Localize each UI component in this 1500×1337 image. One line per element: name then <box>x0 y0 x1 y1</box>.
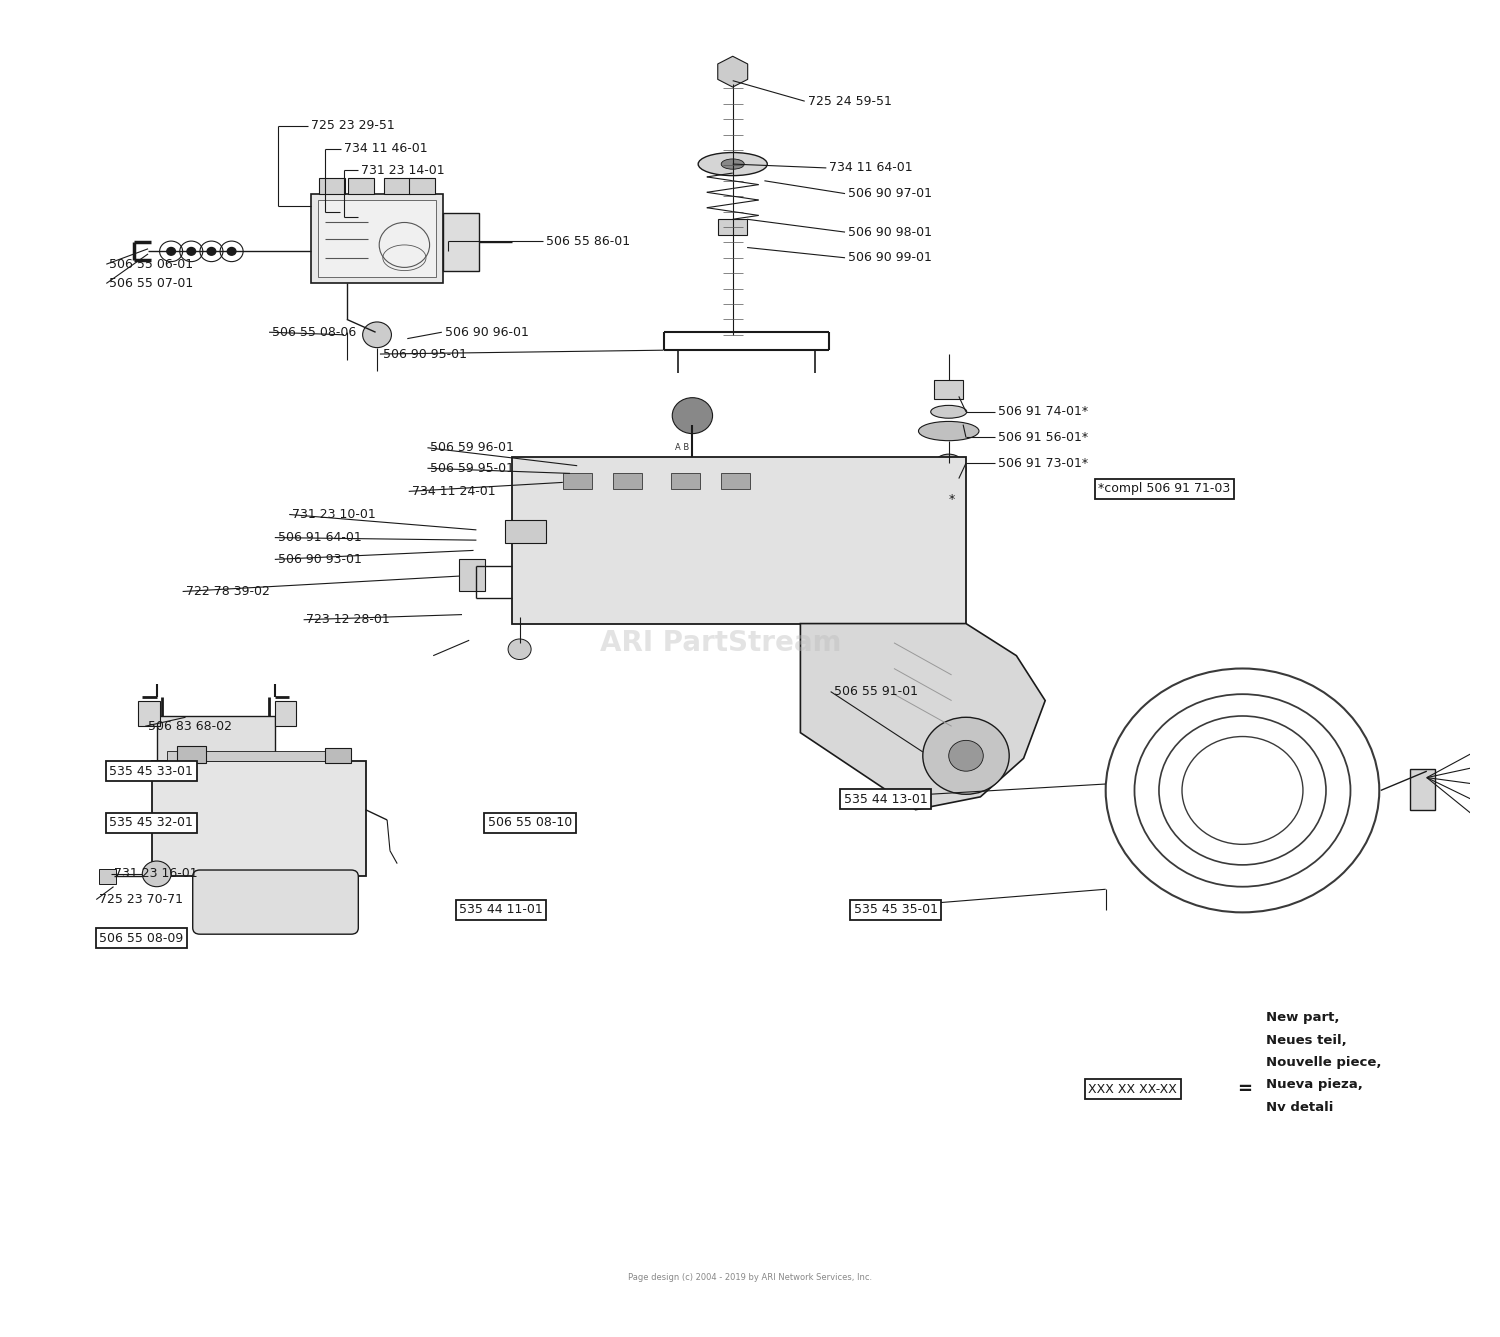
Text: A B: A B <box>675 444 690 452</box>
Bar <box>1410 769 1436 810</box>
Text: 734 11 46-01: 734 11 46-01 <box>344 142 427 155</box>
Text: 725 23 29-51: 725 23 29-51 <box>310 119 394 132</box>
Bar <box>718 219 747 235</box>
Circle shape <box>932 455 966 485</box>
FancyBboxPatch shape <box>192 870 358 935</box>
Ellipse shape <box>698 152 768 175</box>
Text: Nouvelle piece,: Nouvelle piece, <box>1266 1056 1382 1070</box>
Text: 506 90 96-01: 506 90 96-01 <box>444 326 528 338</box>
Text: 506 55 08-09: 506 55 08-09 <box>99 932 183 944</box>
Text: 731 23 10-01: 731 23 10-01 <box>292 508 376 521</box>
Bar <box>318 201 436 277</box>
Text: 723 12 28-01: 723 12 28-01 <box>306 614 390 626</box>
Bar <box>444 213 480 270</box>
Text: 506 91 74-01*: 506 91 74-01* <box>998 405 1088 418</box>
Text: Nv detali: Nv detali <box>1266 1100 1334 1114</box>
Bar <box>166 750 351 761</box>
Bar <box>153 761 366 877</box>
Text: 506 91 73-01*: 506 91 73-01* <box>998 457 1088 469</box>
Circle shape <box>363 322 392 348</box>
Text: New part,: New part, <box>1266 1011 1340 1024</box>
Text: =: = <box>1236 1080 1251 1099</box>
Text: 506 90 93-01: 506 90 93-01 <box>278 554 362 566</box>
Text: 506 90 97-01: 506 90 97-01 <box>847 187 932 201</box>
Text: Page design (c) 2004 - 2019 by ARI Network Services, Inc.: Page design (c) 2004 - 2019 by ARI Netwo… <box>628 1273 872 1282</box>
Text: XXX XX XX-XX: XXX XX XX-XX <box>1089 1083 1178 1096</box>
Bar <box>310 194 444 283</box>
Circle shape <box>166 247 176 255</box>
Text: 506 83 68-02: 506 83 68-02 <box>148 719 232 733</box>
Text: 535 44 11-01: 535 44 11-01 <box>459 904 543 916</box>
Text: 725 23 70-71: 725 23 70-71 <box>99 893 183 906</box>
Text: 506 90 99-01: 506 90 99-01 <box>847 251 932 265</box>
Text: Nueva pieza,: Nueva pieza, <box>1266 1078 1362 1091</box>
Bar <box>274 701 297 726</box>
Text: 535 45 32-01: 535 45 32-01 <box>110 816 194 829</box>
Text: 535 45 33-01: 535 45 33-01 <box>110 765 194 778</box>
Text: ARI PartStream: ARI PartStream <box>600 628 842 656</box>
Text: 506 91 64-01: 506 91 64-01 <box>278 531 362 544</box>
Bar <box>722 473 750 489</box>
Text: 506 55 86-01: 506 55 86-01 <box>546 234 630 247</box>
Circle shape <box>672 397 712 433</box>
Text: 731 23 14-01: 731 23 14-01 <box>362 164 446 176</box>
Bar <box>614 473 642 489</box>
Bar <box>320 178 345 194</box>
Bar <box>156 717 274 761</box>
Text: 734 11 64-01: 734 11 64-01 <box>830 162 914 174</box>
Text: Neues teil,: Neues teil, <box>1266 1035 1347 1047</box>
Text: 725 24 59-51: 725 24 59-51 <box>807 95 891 108</box>
Circle shape <box>948 741 984 771</box>
Text: 535 45 35-01: 535 45 35-01 <box>853 904 938 916</box>
Ellipse shape <box>722 159 744 170</box>
Text: 506 55 08-10: 506 55 08-10 <box>488 816 572 829</box>
Text: 506 90 95-01: 506 90 95-01 <box>382 348 466 361</box>
Text: 506 55 91-01: 506 55 91-01 <box>834 685 918 698</box>
Bar <box>99 869 117 884</box>
Circle shape <box>207 247 216 255</box>
Bar <box>562 473 591 489</box>
Text: 506 90 98-01: 506 90 98-01 <box>847 226 932 238</box>
Text: 506 55 06-01: 506 55 06-01 <box>110 258 194 270</box>
Bar <box>506 520 546 543</box>
Text: 506 55 08-06: 506 55 08-06 <box>272 326 356 338</box>
Bar <box>138 701 159 726</box>
Circle shape <box>142 861 171 886</box>
Text: 506 91 56-01*: 506 91 56-01* <box>998 431 1088 444</box>
Bar <box>384 178 410 194</box>
Ellipse shape <box>918 421 980 441</box>
Bar <box>348 178 374 194</box>
Text: 734 11 24-01: 734 11 24-01 <box>411 485 495 497</box>
Bar <box>459 559 484 591</box>
Text: *: * <box>948 492 956 505</box>
Text: 731 23 16-01: 731 23 16-01 <box>114 868 196 880</box>
Bar <box>408 178 435 194</box>
Text: *compl 506 91 71-03: *compl 506 91 71-03 <box>1098 483 1230 495</box>
Circle shape <box>922 717 1010 794</box>
Circle shape <box>228 247 236 255</box>
Circle shape <box>188 247 195 255</box>
Polygon shape <box>801 623 1046 810</box>
Bar <box>670 473 699 489</box>
Bar <box>934 380 963 398</box>
Bar <box>177 746 206 763</box>
Text: 535 44 13-01: 535 44 13-01 <box>843 793 927 806</box>
Circle shape <box>509 639 531 659</box>
Text: 506 55 07-01: 506 55 07-01 <box>110 277 194 290</box>
Text: 722 78 39-02: 722 78 39-02 <box>186 586 270 598</box>
Bar <box>326 749 351 763</box>
Ellipse shape <box>930 405 966 418</box>
Text: 506 59 95-01: 506 59 95-01 <box>430 461 514 475</box>
Text: 506 59 96-01: 506 59 96-01 <box>430 441 514 455</box>
Bar <box>513 457 966 623</box>
